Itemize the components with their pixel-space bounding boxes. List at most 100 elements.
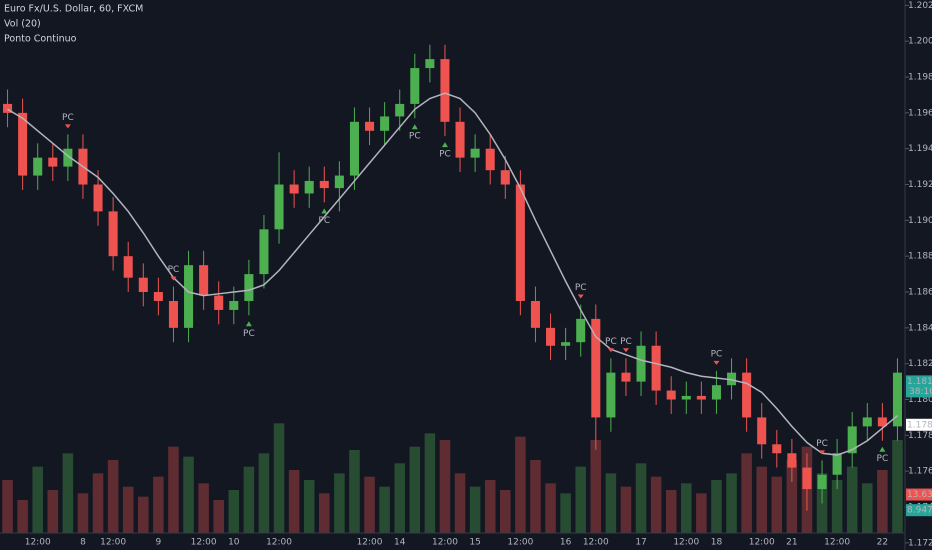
time-axis <box>0 533 905 550</box>
legend-title: Euro Fx/U.S. Dollar, 60, FXCM <box>4 4 143 15</box>
volume-bar <box>786 460 798 540</box>
signal-arrow <box>64 124 71 129</box>
x-tick-label: 8 <box>80 538 86 548</box>
legend-indicator: Vol (20) <box>4 19 41 30</box>
candle-body <box>500 170 510 185</box>
volume-bar <box>364 476 375 540</box>
y-tick-label: 1.20200 <box>908 1 932 11</box>
volume-bar <box>681 483 692 540</box>
candle-body <box>93 184 103 212</box>
volume-bar <box>696 493 707 540</box>
volume-marker-label: 13.635K <box>907 490 932 500</box>
signal-label: PC <box>816 439 828 449</box>
signal-label: PC <box>168 265 180 275</box>
candle-body <box>530 300 540 328</box>
candle-body <box>123 256 133 278</box>
volume-bar <box>877 470 888 540</box>
volume-bar <box>77 493 89 540</box>
y-tick-label: 1.19000 <box>908 216 932 226</box>
candle-body <box>817 474 827 490</box>
x-tick-label: 12:00 <box>266 538 292 548</box>
volume-bar <box>726 473 737 540</box>
volume-bar <box>424 433 436 540</box>
signal-label: PC <box>605 337 617 347</box>
x-tick-label: 10 <box>228 538 240 548</box>
x-tick-label: 12:00 <box>824 538 850 548</box>
candle-body <box>742 372 752 418</box>
volume-bar <box>500 490 511 540</box>
candle-body <box>546 327 556 346</box>
candle-body <box>832 453 842 475</box>
volume-bar <box>439 440 451 540</box>
candle-body <box>425 59 435 69</box>
signal-label: PC <box>243 329 255 339</box>
volume-bar <box>846 466 858 540</box>
candle-body <box>63 148 73 167</box>
candle-body <box>334 175 344 189</box>
volume-bar <box>258 453 270 540</box>
axes: 1.172001.174001.176001.178001.180001.182… <box>25 1 932 548</box>
candle-body <box>289 184 299 194</box>
volume-bar <box>213 500 224 540</box>
signal-label: PC <box>575 283 587 293</box>
x-tick-label: 12:00 <box>583 538 609 548</box>
candle-body <box>561 342 571 346</box>
volume-bar <box>892 440 903 540</box>
candle-body <box>636 345 646 382</box>
candle-body <box>244 274 254 301</box>
x-tick-label: 9 <box>156 538 162 548</box>
countdown-label: 38:10 <box>909 387 932 397</box>
candle-body <box>606 372 616 418</box>
volume-bar <box>831 480 843 540</box>
x-tick-label: 14 <box>394 538 406 548</box>
candle-body <box>711 385 721 400</box>
candle-body <box>349 121 359 176</box>
signal-arrow <box>577 294 584 299</box>
x-tick-label: 12:00 <box>507 538 533 548</box>
volume-bar <box>288 470 300 540</box>
signal-arrow <box>170 276 177 281</box>
volume-bar <box>771 476 783 540</box>
signal-label: PC <box>439 150 451 160</box>
x-tick-label: 12:00 <box>191 538 217 548</box>
x-tick-label: 18 <box>711 538 723 548</box>
volume-bar <box>62 453 74 540</box>
x-tick-label: 12:00 <box>357 538 383 548</box>
candle-body <box>591 318 601 418</box>
volume-bar <box>545 483 556 540</box>
candle-body <box>877 417 887 427</box>
candle-body <box>33 157 43 176</box>
volume-bar <box>650 476 662 540</box>
volume-bar <box>303 480 315 540</box>
volume-bar <box>107 460 119 540</box>
volume-bar <box>228 490 240 540</box>
candle-body <box>199 265 209 296</box>
volume-bar <box>273 423 285 540</box>
candle-body <box>772 444 782 454</box>
volume-bar <box>409 446 421 540</box>
volume-bar <box>122 486 134 540</box>
volume-bar <box>515 436 526 540</box>
volume-bar <box>138 496 149 540</box>
y-tick-label: 1.19400 <box>908 144 932 154</box>
signal-arrow <box>819 450 826 455</box>
x-tick-label: 12:00 <box>100 538 126 548</box>
y-tick-label: 1.19600 <box>908 108 932 118</box>
candle-body <box>229 300 239 310</box>
signal-label: PC <box>62 113 74 123</box>
volume-bar <box>484 480 496 540</box>
candle-body <box>727 372 737 386</box>
signal-arrow <box>245 321 252 327</box>
volume-bar <box>575 466 586 540</box>
signal-arrow <box>441 142 448 148</box>
volume-marker <box>906 504 932 517</box>
candle-body <box>485 148 495 171</box>
y-tick-label: 1.17600 <box>908 467 932 477</box>
volume-bar <box>665 490 677 540</box>
volume-bar <box>243 466 255 540</box>
volume-bar <box>741 453 752 540</box>
volume-bar <box>530 460 541 540</box>
x-tick-label: 15 <box>469 538 480 548</box>
